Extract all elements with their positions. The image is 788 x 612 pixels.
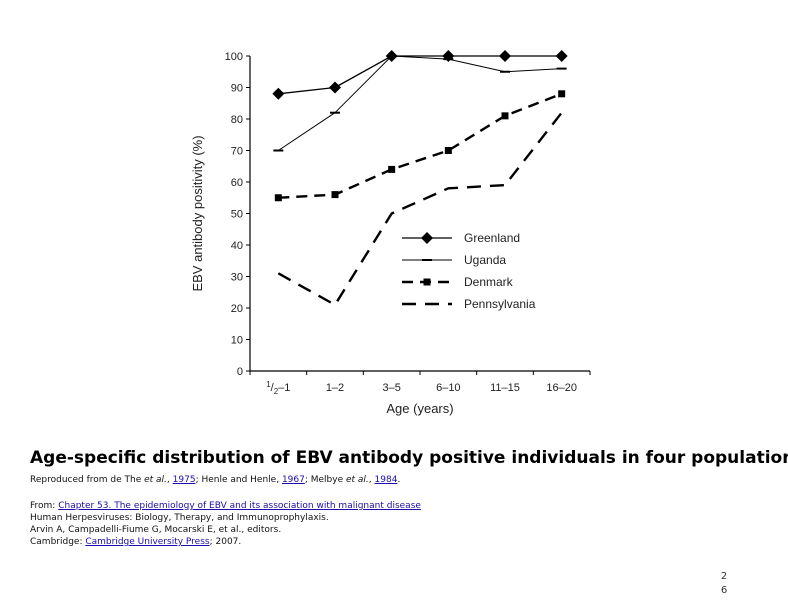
- x-tick-label: 1–2: [326, 382, 344, 394]
- uganda-point: [386, 55, 397, 57]
- y-tick-label: 10: [231, 335, 243, 347]
- source-book-title: Human Herpesviruses: Biology, Therapy, a…: [30, 513, 329, 523]
- uganda-point: [500, 70, 510, 73]
- legend-label-uganda: Uganda: [464, 253, 506, 267]
- y-tick-label: 90: [231, 83, 243, 95]
- greenland-point: [329, 81, 341, 94]
- reproduction-credit: Reproduced from de The et al., 1975; Hen…: [30, 475, 401, 485]
- x-tick-label: 16–20: [546, 382, 577, 394]
- y-tick-label: 50: [231, 209, 243, 221]
- reference-link-1975[interactable]: 1975: [172, 475, 196, 485]
- publisher-link[interactable]: Cambridge University Press: [85, 537, 210, 547]
- y-tick-label: 0: [237, 366, 243, 378]
- legend-label-pennsylvania: Pennsylvania: [464, 297, 536, 311]
- legend-denmark-point: [423, 278, 431, 286]
- reference-link-1967[interactable]: 1967: [281, 475, 305, 485]
- legend-label-greenland: Greenland: [464, 231, 520, 245]
- y-axis-title: EBV antibody positivity (%): [190, 135, 205, 291]
- figure-caption: Age-specific distribution of EBV antibod…: [30, 448, 788, 468]
- uganda-point: [556, 67, 567, 70]
- greenland-point: [555, 50, 568, 62]
- x-tick-label: 3–5: [382, 382, 400, 394]
- legend-uganda-point: [422, 259, 432, 261]
- denmark-point: [331, 191, 339, 199]
- denmark-point: [558, 90, 566, 98]
- page-number: 2 6: [719, 570, 729, 598]
- denmark-series-line: [278, 92, 563, 199]
- denmark-point: [274, 194, 282, 202]
- source-from-line: From: Chapter 53. The epidemiology of EB…: [30, 501, 421, 511]
- reference-link-1984[interactable]: 1984: [374, 475, 398, 485]
- source-publisher-line: Cambridge: Cambridge University Press; 2…: [30, 537, 242, 547]
- chapter-link[interactable]: Chapter 53. The epidemiology of EBV and …: [58, 501, 421, 511]
- source-citation: From: Chapter 53. The epidemiology of EB…: [30, 500, 421, 548]
- x-tick-label: 11–15: [490, 382, 520, 394]
- page-number-digit-1: 2: [720, 571, 728, 582]
- greenland-series-line: [278, 55, 562, 95]
- legend-greenland-point: [421, 232, 433, 244]
- x-axis-title: Age (years): [386, 401, 453, 416]
- greenland-point: [272, 87, 285, 100]
- y-tick-label: 20: [231, 303, 243, 315]
- x-tick-label: 6–10: [436, 382, 460, 394]
- y-tick-label: 80: [231, 114, 243, 126]
- pennsylvania-series-line: [277, 111, 563, 307]
- y-tick-label: 40: [231, 240, 243, 252]
- legend-label-denmark: Denmark: [464, 275, 514, 289]
- uganda-point: [443, 58, 454, 61]
- denmark-point: [444, 147, 452, 154]
- y-tick-label: 60: [231, 177, 243, 189]
- y-tick-label: 100: [225, 51, 243, 63]
- y-tick-label: 70: [231, 146, 243, 158]
- x-tick-label: 1/2–1: [266, 380, 290, 396]
- denmark-point: [388, 165, 396, 173]
- uganda-point: [330, 111, 340, 114]
- y-tick-label: 30: [231, 272, 243, 284]
- uganda-point: [273, 149, 284, 152]
- ebv-line-chart: 0 10 20 30 40 50 60 70 80 90 100 1/2–1 1–2 3–5 6–10 11–…: [190, 50, 591, 416]
- greenland-point: [499, 50, 511, 62]
- source-editors: Arvin A, Campadelli-Fiume G, Mocarski E,…: [30, 525, 282, 535]
- denmark-point: [501, 112, 509, 120]
- page-number-digit-2: 6: [720, 585, 728, 596]
- uganda-series-line: [278, 55, 562, 151]
